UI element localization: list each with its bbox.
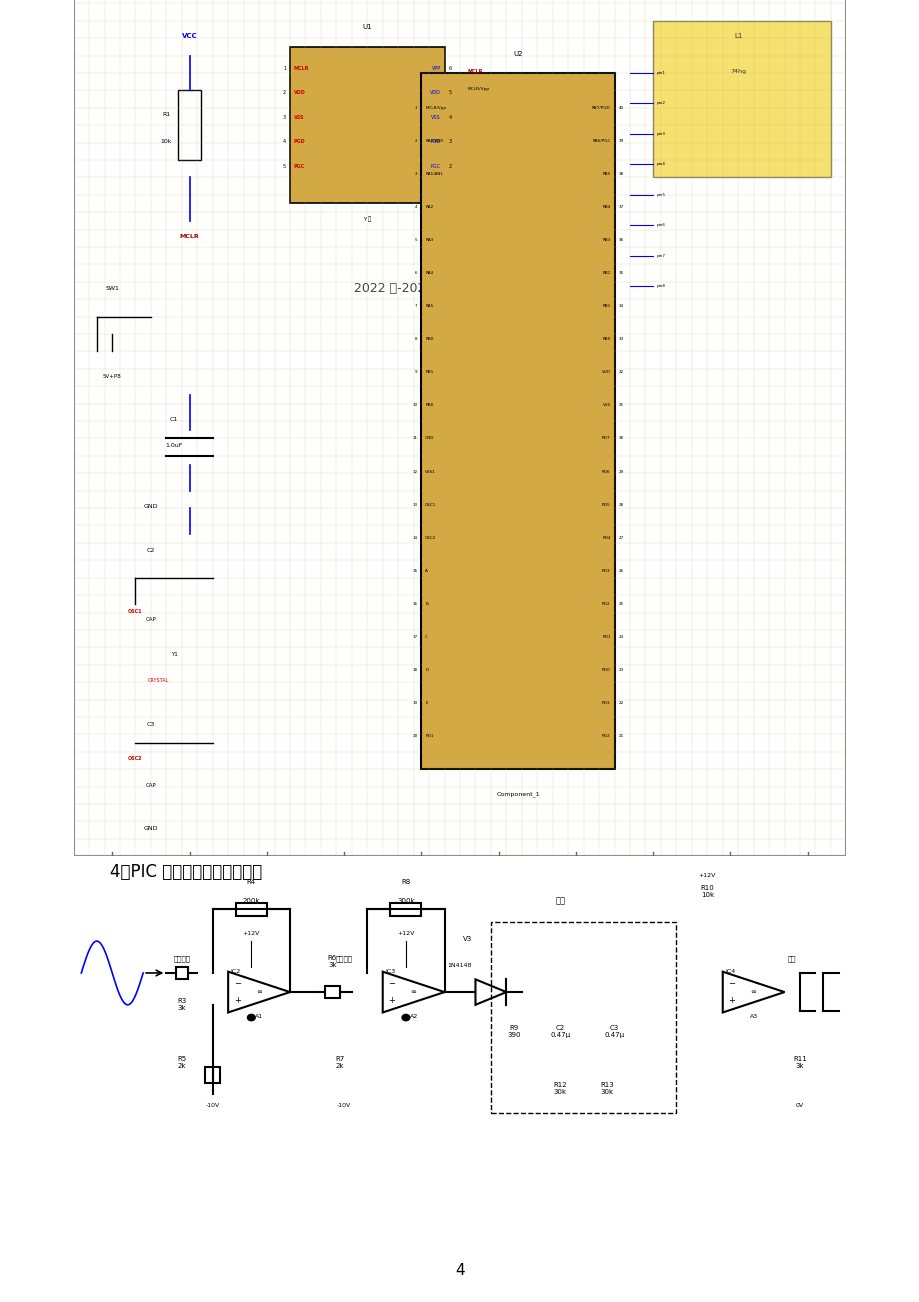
Text: 4: 4 bbox=[455, 1263, 464, 1277]
Text: 2022 年-2023 年建筑工程管理行业文档  齐鲁斌创作: 2022 年-2023 年建筑工程管理行业文档 齐鲁斌创作 bbox=[354, 281, 565, 294]
Text: 4、PIC 单片机最小系统原理图: 4、PIC 单片机最小系统原理图 bbox=[110, 863, 262, 881]
